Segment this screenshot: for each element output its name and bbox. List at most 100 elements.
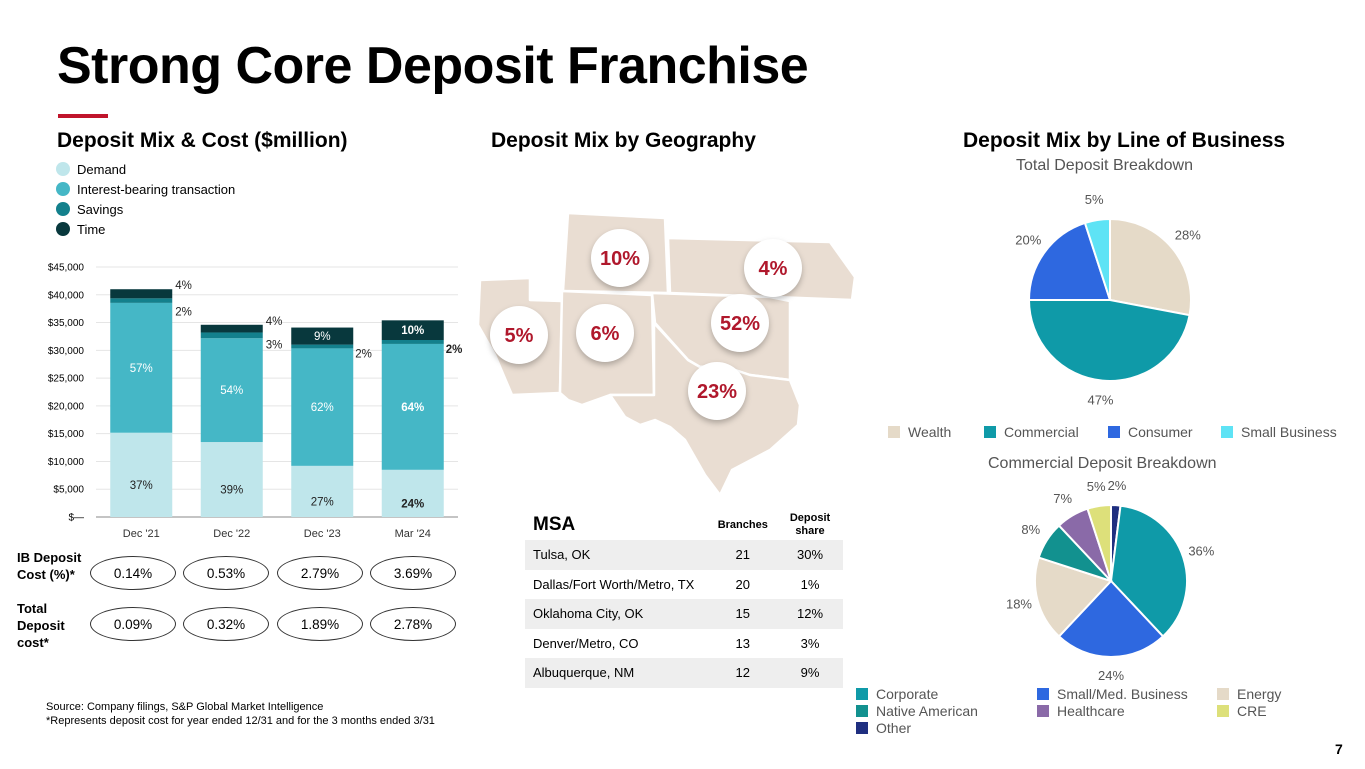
msa-header: MSA <box>533 514 576 535</box>
legend-item-native-american: Native American <box>856 703 978 719</box>
data-label: 57% <box>130 363 153 375</box>
data-label: 2% <box>446 344 463 356</box>
share-cell: 30% <box>796 547 824 563</box>
branches-cell: 20 <box>735 576 750 592</box>
page-number: 7 <box>1335 741 1343 757</box>
data-label: 54% <box>220 385 243 397</box>
map-value-utah: 5% <box>505 325 534 347</box>
mix-cost-heading: Deposit Mix & Cost ($million) <box>57 129 348 152</box>
legend-swatch <box>856 722 868 734</box>
bar-segment <box>381 340 444 344</box>
legend-label: Commercial <box>1004 424 1079 440</box>
pie-label: 47% <box>1087 393 1113 408</box>
total-cost-pill: 2.78% <box>370 607 456 641</box>
bar-segment <box>381 343 444 470</box>
pie-label: 5% <box>1085 192 1104 207</box>
y-tick-label: $10,000 <box>48 457 85 468</box>
deposit-mix-bar-chart: $— $5,000 $10,000 $15,000 $20,000 $25,000 $30,… <box>48 263 463 541</box>
data-label: 37% <box>130 480 153 492</box>
total-cost-label: Total Deposit cost* <box>17 601 65 650</box>
ib-cost-pill: 2.79% <box>277 556 363 590</box>
data-label: 10% <box>401 325 424 337</box>
pie-slice <box>1027 299 1191 382</box>
pie-label: 7% <box>1053 491 1072 506</box>
legend-item-other: Other <box>856 720 911 736</box>
msa-cell: Oklahoma City, OK <box>533 606 644 622</box>
legend-label: Time <box>77 221 106 237</box>
msa-cell: Denver/Metro, CO <box>533 635 639 651</box>
pie-slice <box>1083 217 1111 301</box>
legend-item-corporate: Corporate <box>856 686 938 702</box>
map-value-new-mexico: 6% <box>591 323 620 345</box>
pie-label: 20% <box>1015 233 1041 248</box>
legend-label: Small Business <box>1241 424 1337 440</box>
x-tick-label: Dec '23 <box>304 528 341 540</box>
table-row: Albuquerque, NM 12 9% <box>525 658 843 688</box>
legend-label: Consumer <box>1128 424 1193 440</box>
legend-item-demand: Demand <box>56 159 235 179</box>
y-tick-label: $40,000 <box>48 290 85 301</box>
legend-swatch <box>856 705 868 717</box>
legend-item-savings: Savings <box>56 199 235 219</box>
pie-label: 18% <box>1006 597 1032 612</box>
map-bubble-colorado <box>591 229 649 287</box>
commercial-deposit-pie: 2% 36% 24% 18% 8% 7% 5% <box>1006 478 1215 680</box>
map-bubble-utah <box>490 306 548 364</box>
pie-label: 36% <box>1188 544 1214 559</box>
map-bubble-texas <box>688 362 746 420</box>
legend-swatch <box>1037 688 1049 700</box>
table-row: Dallas/Fort Worth/Metro, TX 20 1% <box>525 570 843 600</box>
map-value-oklahoma: 52% <box>720 313 760 335</box>
map-value-kansas: 4% <box>759 258 788 280</box>
bar-segment <box>200 442 263 517</box>
bar-segment <box>291 327 354 345</box>
bar-segment <box>200 324 263 333</box>
y-tick-label: $15,000 <box>48 429 85 440</box>
branches-cell: 13 <box>735 635 750 651</box>
bar-segment <box>291 348 354 466</box>
legend-swatch <box>888 426 900 438</box>
legend-item-commercial: Commercial <box>984 424 1108 440</box>
msa-cell: Tulsa, OK <box>533 547 591 563</box>
bar-segment <box>110 289 173 299</box>
legend-label: Demand <box>77 161 127 177</box>
legend-label: Small/Med. Business <box>1057 686 1188 702</box>
legend-swatch <box>56 182 70 196</box>
branches-header: Branches <box>717 519 768 531</box>
legend-item-ib-transaction: Interest-bearing transaction <box>56 179 235 199</box>
ib-cost-pill: 0.14% <box>90 556 176 590</box>
msa-table: MSA Branches Deposit share Tulsa, OK 21 30… <box>525 510 843 688</box>
x-tick-label: Dec '21 <box>123 528 160 540</box>
legend-label: Other <box>876 720 912 736</box>
bar-segment <box>110 432 173 517</box>
data-label: 64% <box>401 402 424 414</box>
legend-swatch <box>984 426 996 438</box>
legend-swatch <box>1217 688 1229 700</box>
branches-cell: 21 <box>735 547 750 563</box>
legend-label: Healthcare <box>1057 703 1125 719</box>
pie-label: 28% <box>1175 228 1201 243</box>
data-label: 4% <box>175 280 192 292</box>
pie-slice <box>1109 504 1188 638</box>
legend-item-time: Time <box>56 219 235 239</box>
map-bubble-oklahoma <box>711 294 769 352</box>
table-row: Oklahoma City, OK 15 12% <box>525 599 843 629</box>
pie-label: 2% <box>1108 478 1127 493</box>
commercial-pie-title: Commercial Deposit Breakdown <box>988 455 1217 472</box>
data-label: 4% <box>266 316 283 328</box>
total-deposit-pie: 28% 47% 20% 5% <box>1015 192 1201 408</box>
legend-item-energy: Energy <box>1217 686 1281 702</box>
bar-segment <box>110 302 173 433</box>
pie-label: 24% <box>1098 668 1124 680</box>
legend-item-wealth: Wealth <box>888 424 984 440</box>
legend-label: CRE <box>1237 703 1267 719</box>
data-label: 2% <box>355 349 372 361</box>
legend-swatch <box>1217 705 1229 717</box>
data-label: 62% <box>311 402 334 414</box>
map-bubble-new-mexico <box>576 304 634 362</box>
bar-segment <box>381 469 444 517</box>
map-bubble-kansas <box>744 239 802 297</box>
table-row: Tulsa, OK 21 30% <box>525 540 843 570</box>
total-cost-pill: 1.89% <box>277 607 363 641</box>
mix-cost-legend: Demand Interest-bearing transaction Savi… <box>56 159 235 239</box>
